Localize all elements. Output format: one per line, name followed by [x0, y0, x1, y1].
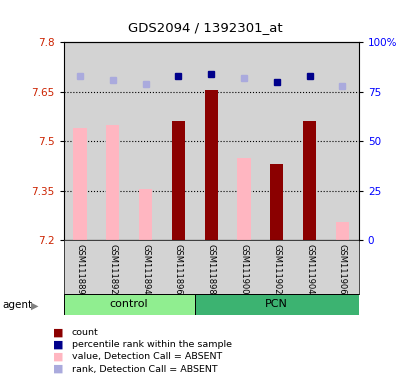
Text: GSM111902: GSM111902	[272, 244, 281, 295]
Text: count: count	[72, 328, 98, 337]
Text: percentile rank within the sample: percentile rank within the sample	[72, 340, 231, 349]
Text: GSM111906: GSM111906	[337, 244, 346, 295]
Bar	[63, 294, 194, 315]
Bar	[106, 125, 119, 240]
Text: GSM111898: GSM111898	[206, 244, 215, 295]
Text: ■: ■	[53, 327, 64, 337]
Bar	[335, 222, 348, 240]
Bar	[302, 121, 315, 240]
Text: GDS2094 / 1392301_at: GDS2094 / 1392301_at	[127, 21, 282, 34]
Text: GSM111892: GSM111892	[108, 244, 117, 295]
Text: GSM111889: GSM111889	[75, 244, 84, 295]
Text: ■: ■	[53, 339, 64, 349]
Bar	[171, 121, 184, 240]
Text: agent: agent	[2, 300, 32, 310]
Bar	[270, 164, 283, 240]
Text: GSM111896: GSM111896	[173, 244, 182, 295]
Bar	[194, 294, 358, 315]
Bar	[204, 90, 217, 240]
Text: PCN: PCN	[265, 299, 288, 310]
Bar	[237, 157, 250, 240]
Text: ■: ■	[53, 352, 64, 362]
Text: ▶: ▶	[31, 300, 38, 310]
Text: ■: ■	[53, 364, 64, 374]
Text: control: control	[110, 299, 148, 310]
Bar	[139, 189, 152, 240]
Text: value, Detection Call = ABSENT: value, Detection Call = ABSENT	[72, 352, 221, 361]
Text: GSM111900: GSM111900	[239, 244, 248, 295]
Text: GSM111894: GSM111894	[141, 244, 150, 295]
Text: GSM111904: GSM111904	[304, 244, 313, 295]
Bar	[73, 128, 86, 240]
Text: rank, Detection Call = ABSENT: rank, Detection Call = ABSENT	[72, 364, 217, 374]
